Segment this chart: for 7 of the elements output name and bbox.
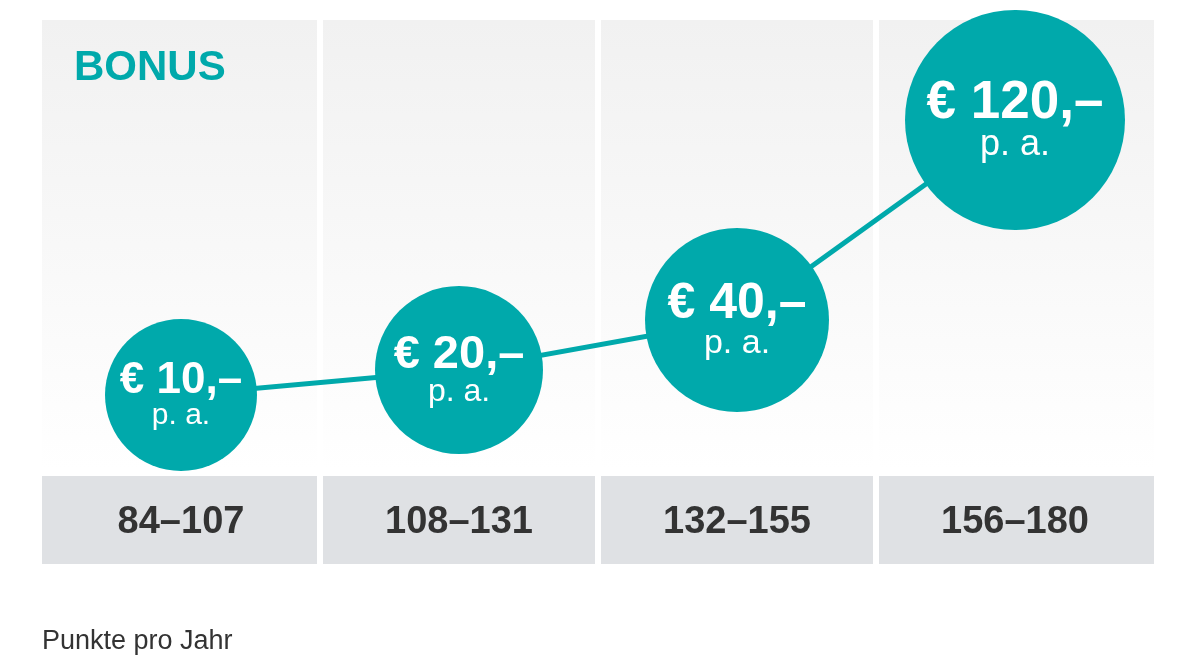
chart-title: BONUS [74, 42, 226, 89]
x-axis-title: Punkte pro Jahr [42, 625, 233, 656]
x-tick-label: 84–107 [117, 499, 245, 542]
x-tick-label: 132–155 [663, 499, 811, 542]
data-label: € 120,– p. a. [926, 69, 1104, 164]
x-tick-label: 108–131 [385, 499, 533, 542]
x-tick-label: 156–180 [941, 499, 1089, 542]
